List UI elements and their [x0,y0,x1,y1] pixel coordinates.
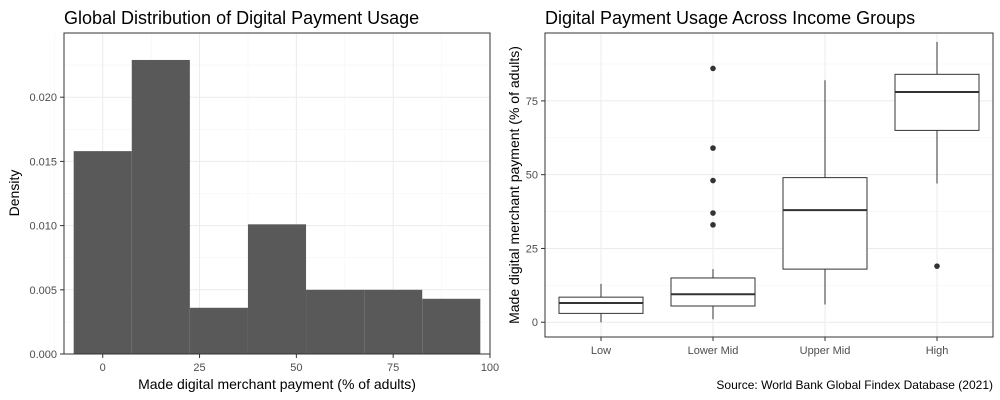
histogram-x-axis-title: Made digital merchant payment (% of adul… [138,376,416,392]
histogram-x-tick-label: 100 [481,362,499,374]
boxplot-box [894,73,980,131]
histogram-bar [306,289,365,354]
boxplot-outlier-point [710,65,716,72]
boxplot-title: Digital Payment Usage Across Income Grou… [545,8,915,28]
boxplot-panel: Digital Payment Usage Across Income Grou… [506,8,994,357]
histogram-y-tick-label: 0.015 [29,156,57,168]
boxplot-box [670,277,756,307]
histogram-bar [73,151,132,354]
histogram-x-axis: 0 25 50 75 100 [100,354,499,374]
histogram-x-tick-label: 50 [290,362,302,374]
histogram-bar [364,289,423,354]
source-caption: Source: World Bank Global Findex Databas… [716,378,993,392]
boxplot-x-axis: Low Lower Mid Upper Mid High [591,337,948,357]
histogram-y-axis: 0.000 0.005 0.010 0.015 0.020 [29,92,64,361]
boxplot-outlier-point [710,177,716,184]
histogram-x-tick-label: 0 [100,362,106,374]
boxplot-outlier-point [934,263,940,269]
histogram-panel: Global Distribution of Digital Payment U… [6,8,499,392]
boxplot-y-tick-label: 75 [526,96,538,108]
histogram-bar [247,224,307,354]
boxplot-box [558,296,644,314]
boxplot-y-tick-label: 50 [526,170,538,182]
boxplot-y-tick-label: 0 [532,317,538,329]
boxplot-y-axis-title: Made digital merchant payment (% of adul… [506,46,522,324]
boxplot-x-tick-label: Lower Mid [688,345,739,357]
boxplot-panel-border [544,32,994,338]
boxplot-outlier-point [710,145,716,151]
histogram-bars [73,59,481,355]
histogram-y-tick-label: 0.000 [29,349,57,361]
histogram-panel-border [63,32,491,355]
boxplot-outlier-point [710,210,716,216]
histogram-bar [189,307,248,354]
histogram-title: Global Distribution of Digital Payment U… [64,8,419,28]
histogram-y-tick-label: 0.020 [29,92,57,104]
boxplot-y-axis: 0 25 50 75 [526,96,545,329]
boxplot-x-tick-label: High [926,345,949,357]
boxplot-box [782,177,868,270]
boxplot-outlier-point [710,222,716,228]
boxplot-y-tick-label: 25 [526,243,538,255]
histogram-x-tick-label: 75 [387,362,399,374]
boxplot-x-tick-label: Upper Mid [800,345,851,357]
histogram-x-tick-label: 25 [193,362,205,374]
histogram-bar [422,298,481,354]
histogram-y-tick-label: 0.005 [29,285,57,297]
boxplot-x-tick-label: Low [591,345,611,357]
boxplot-marks [558,41,980,323]
histogram-bar [131,59,190,355]
histogram-y-axis-title: Density [6,170,22,217]
histogram-y-tick-label: 0.010 [29,221,57,233]
